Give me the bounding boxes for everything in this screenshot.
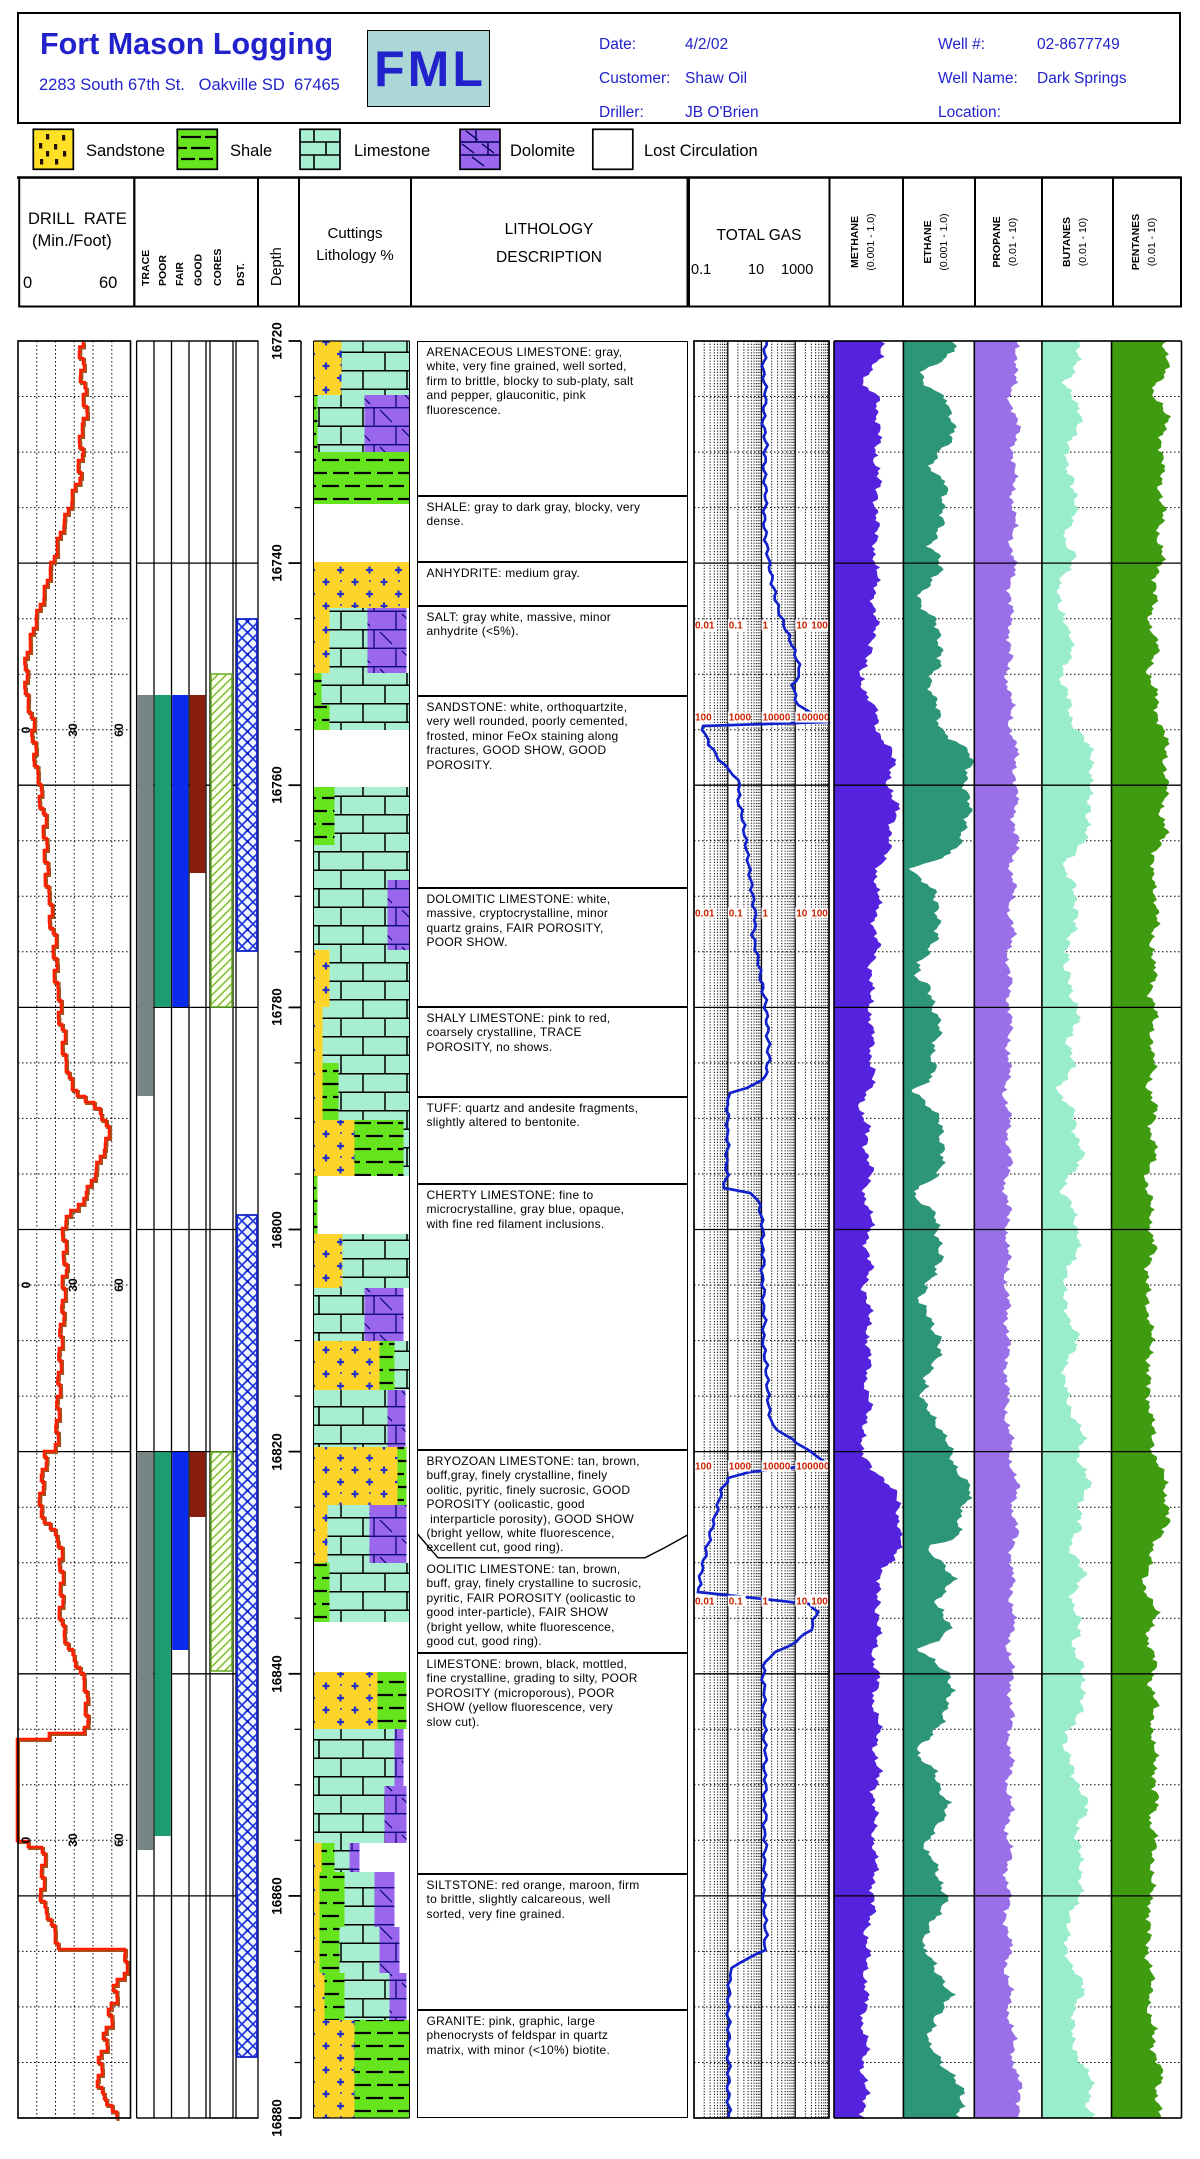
svg-text:100: 100: [811, 1597, 828, 1608]
svg-text:16820: 16820: [270, 1433, 285, 1471]
svg-text:(0.001 - 1.0): (0.001 - 1.0): [865, 213, 877, 270]
svg-text:60: 60: [112, 1278, 126, 1292]
svg-text:Sandstone: Sandstone: [86, 142, 165, 160]
svg-text:0.01: 0.01: [695, 909, 715, 920]
svg-text:60: 60: [112, 723, 126, 737]
svg-text:Dolomite: Dolomite: [510, 142, 575, 160]
svg-text:Cuttings: Cuttings: [327, 225, 382, 242]
svg-text:16740: 16740: [270, 544, 285, 582]
svg-text:16840: 16840: [270, 1655, 285, 1693]
svg-text:DRILL RATE: DRILL RATE: [28, 210, 127, 228]
svg-text:30: 30: [66, 1833, 80, 1847]
svg-text:1: 1: [763, 1597, 769, 1608]
svg-text:TRACE: TRACE: [140, 250, 152, 286]
svg-text:CORES: CORES: [212, 249, 224, 286]
svg-text:1000: 1000: [781, 262, 813, 278]
svg-text:Lost Circulation: Lost Circulation: [644, 142, 758, 160]
svg-text:(Min./Foot): (Min./Foot): [32, 232, 112, 250]
svg-text:1000: 1000: [729, 1462, 752, 1473]
svg-text:ETHANE: ETHANE: [922, 220, 934, 263]
svg-text:BUTANES: BUTANES: [1061, 217, 1073, 267]
svg-text:10: 10: [796, 621, 808, 632]
svg-text:30: 30: [66, 723, 80, 737]
svg-text:0.01: 0.01: [695, 621, 715, 632]
svg-text:DESCRIPTION: DESCRIPTION: [496, 249, 602, 266]
svg-text:0.1: 0.1: [691, 262, 711, 278]
svg-text:16800: 16800: [270, 1211, 285, 1249]
svg-text:0.1: 0.1: [729, 621, 743, 632]
svg-text:100: 100: [811, 621, 828, 632]
svg-text:16760: 16760: [270, 766, 285, 804]
svg-text:1: 1: [763, 621, 769, 632]
svg-text:16860: 16860: [270, 1877, 285, 1915]
svg-text:DST.: DST.: [235, 263, 247, 286]
svg-text:0.1: 0.1: [729, 1597, 743, 1608]
svg-text:10: 10: [796, 909, 808, 920]
svg-text:10: 10: [748, 262, 764, 278]
svg-text:1000: 1000: [729, 713, 752, 724]
svg-text:0: 0: [19, 1836, 33, 1843]
svg-text:Limestone: Limestone: [354, 142, 430, 160]
svg-text:0.1: 0.1: [729, 909, 743, 920]
svg-text:10000: 10000: [763, 1462, 791, 1473]
svg-text:METHANE: METHANE: [849, 216, 861, 268]
svg-text:0: 0: [23, 274, 32, 292]
svg-text:Lithology %: Lithology %: [316, 247, 394, 264]
svg-text:Shale: Shale: [230, 142, 272, 160]
svg-text:(0.01 - 10): (0.01 - 10): [1077, 218, 1089, 266]
svg-text:LITHOLOGY: LITHOLOGY: [505, 221, 594, 238]
svg-text:PENTANES: PENTANES: [1130, 214, 1142, 270]
svg-text:60: 60: [99, 274, 117, 292]
svg-text:(0.001 - 1.0): (0.001 - 1.0): [938, 213, 950, 270]
svg-text:GOOD: GOOD: [193, 253, 205, 286]
svg-text:(0.01 - 10): (0.01 - 10): [1146, 218, 1158, 266]
svg-text:16780: 16780: [270, 988, 285, 1026]
svg-text:POOR: POOR: [157, 255, 169, 286]
svg-text:100: 100: [695, 713, 712, 724]
svg-text:100: 100: [811, 909, 828, 920]
svg-text:0: 0: [19, 726, 33, 733]
svg-text:100: 100: [695, 1462, 712, 1473]
svg-text:10: 10: [796, 1597, 808, 1608]
svg-text:Depth: Depth: [269, 247, 285, 286]
svg-text:16720: 16720: [270, 322, 285, 360]
svg-text:PROPANE: PROPANE: [991, 216, 1003, 267]
svg-text:FAIR: FAIR: [174, 262, 186, 286]
svg-text:0: 0: [19, 1281, 33, 1288]
svg-text:(0.01 - 10): (0.01 - 10): [1007, 218, 1019, 266]
svg-text:TOTAL GAS: TOTAL GAS: [717, 227, 802, 244]
svg-text:1: 1: [763, 909, 769, 920]
svg-text:16880: 16880: [270, 2099, 285, 2137]
svg-text:30: 30: [66, 1278, 80, 1292]
svg-text:0.01: 0.01: [695, 1597, 715, 1608]
svg-text:60: 60: [112, 1833, 126, 1847]
svg-text:100000: 100000: [796, 713, 830, 724]
svg-text:10000: 10000: [763, 713, 791, 724]
svg-text:100000: 100000: [796, 1462, 830, 1473]
